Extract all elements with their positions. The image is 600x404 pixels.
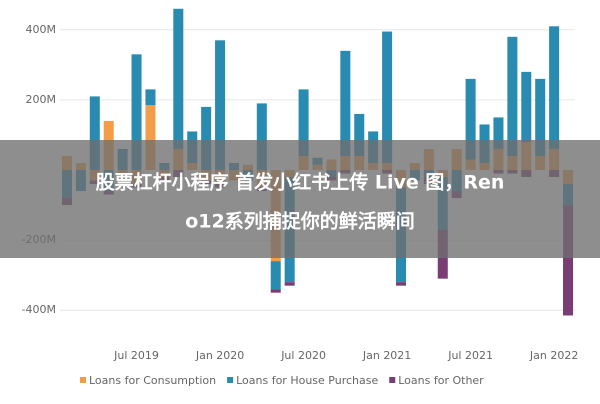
legend-label: Loans for Other [398, 374, 484, 387]
bar [284, 282, 295, 286]
bar [563, 205, 574, 316]
banner-line: 股票杠杆小程序 首发小红书上传 Live 图，Ren [96, 171, 505, 194]
bar [382, 31, 393, 163]
x-tick-label: Jan 2021 [362, 349, 411, 362]
banner-line: o12系列捕捉你的鲜活瞬间 [185, 210, 415, 233]
legend-swatch [389, 377, 396, 383]
bar [396, 282, 407, 286]
overlay-banner [0, 140, 600, 258]
bar [493, 117, 504, 149]
bar [270, 289, 281, 293]
x-tick-label: Jan 2022 [529, 349, 578, 362]
bar [521, 71, 532, 142]
bar [465, 78, 476, 160]
y-tick-label: 400M [26, 23, 57, 36]
legend-swatch [80, 377, 86, 383]
bar [256, 103, 267, 170]
y-tick-label: 200M [26, 93, 57, 106]
bar [145, 105, 156, 170]
bar [298, 89, 309, 156]
legend-label: Loans for House Purchase [236, 374, 378, 387]
y-tick-label: -400M [22, 303, 56, 316]
x-tick-label: Jan 2020 [195, 349, 244, 362]
x-tick-label: Jul 2019 [113, 349, 159, 362]
x-tick-label: Jul 2021 [447, 349, 493, 362]
bar [173, 8, 184, 149]
legend-swatch [227, 377, 234, 383]
bar [535, 78, 546, 156]
bar [549, 26, 560, 149]
bar [145, 89, 156, 106]
bar [131, 54, 142, 170]
x-tick-label: Jul 2020 [280, 349, 326, 362]
bar [354, 113, 365, 156]
legend-label: Loans for Consumption [89, 374, 216, 387]
bar [340, 50, 351, 156]
bar [507, 36, 518, 156]
bar [215, 40, 226, 170]
bar [89, 96, 100, 170]
bar [201, 106, 212, 170]
bar [270, 261, 281, 290]
